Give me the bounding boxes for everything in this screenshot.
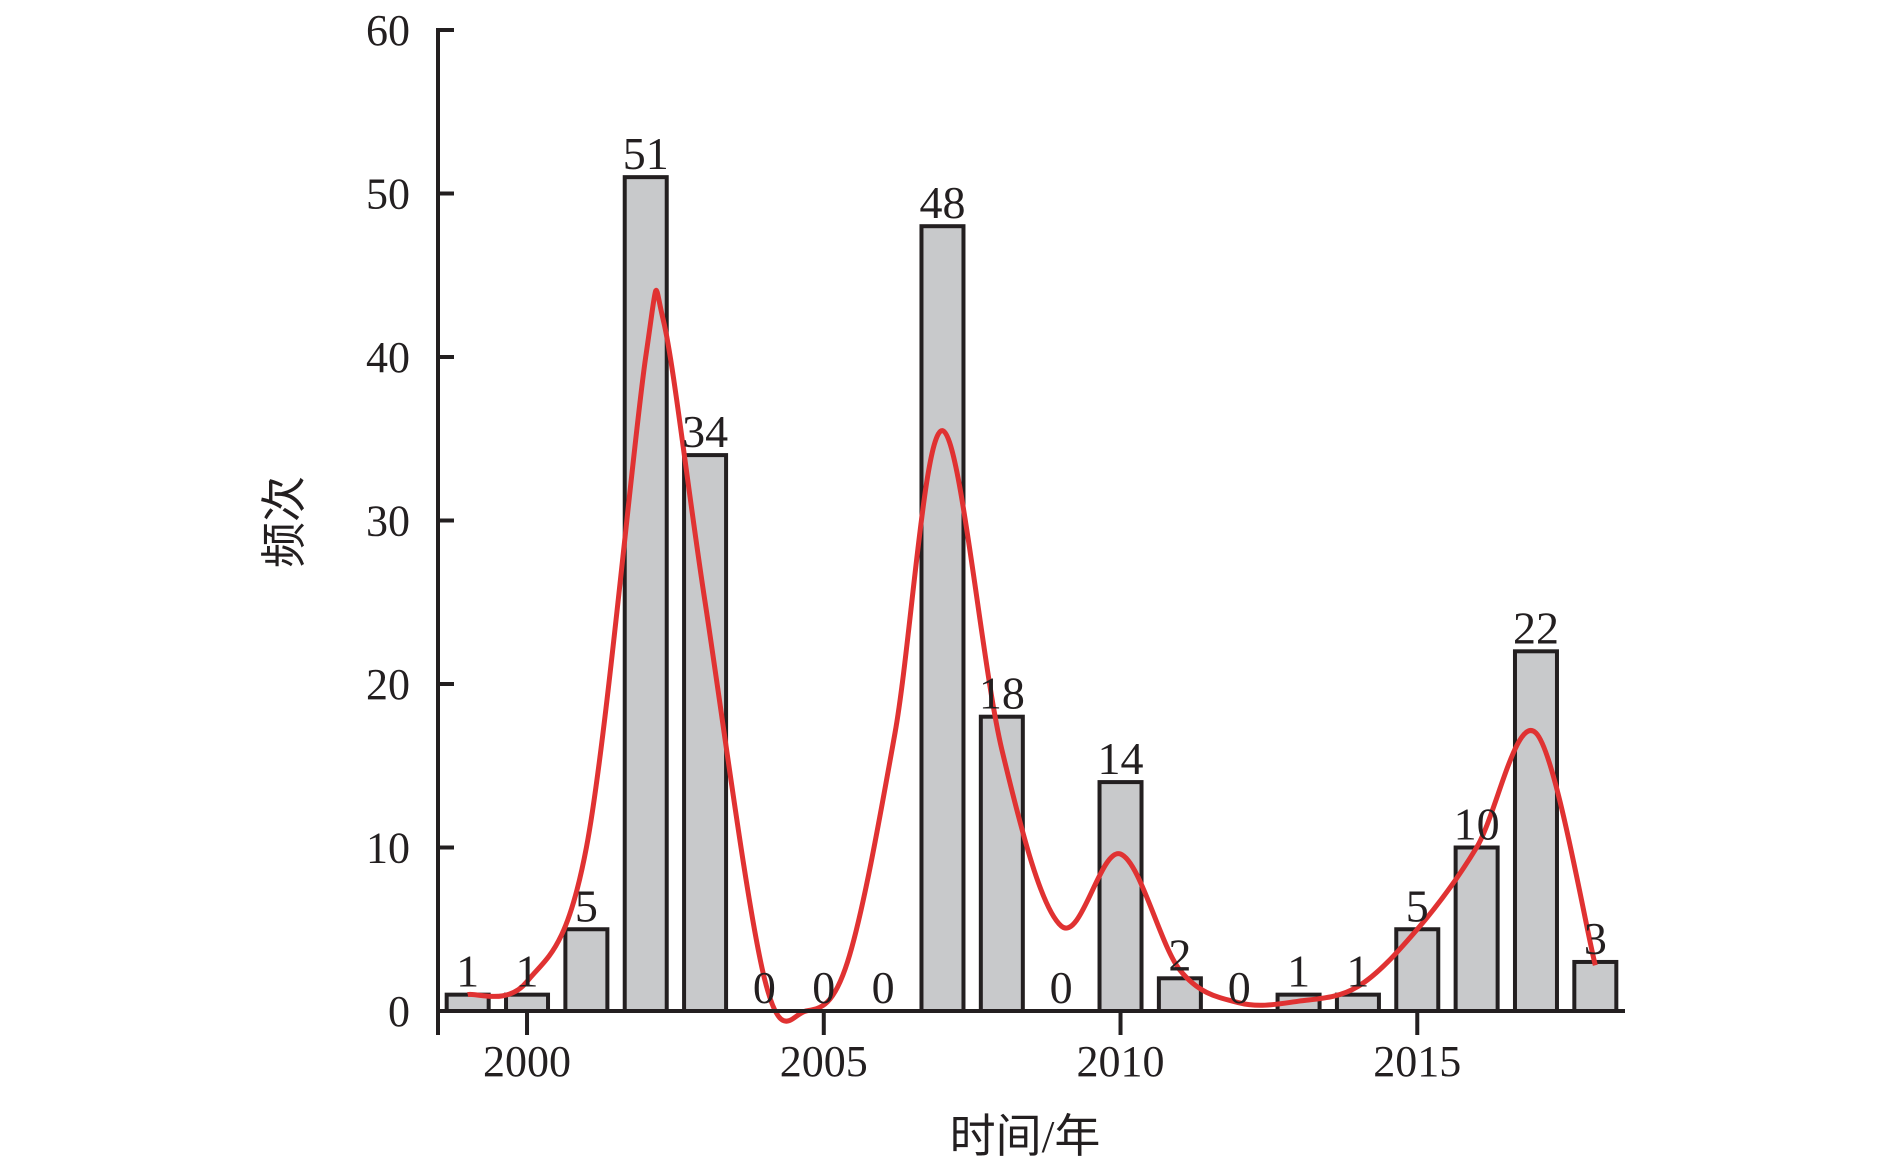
x-tick-label-2000: 2000 bbox=[483, 1037, 571, 1086]
bars bbox=[444, 175, 1619, 1014]
x-tick-label-2005: 2005 bbox=[780, 1037, 868, 1086]
bar-value-label-2005: 0 bbox=[812, 962, 835, 1013]
bar-value-label-2006: 0 bbox=[872, 962, 895, 1013]
bar-value-label-2012: 0 bbox=[1228, 962, 1251, 1013]
trend-curve-line bbox=[467, 288, 1598, 1024]
y-axis-title: 频次 bbox=[259, 476, 310, 568]
y-tick-label-0: 0 bbox=[388, 987, 410, 1036]
bar-2003 bbox=[682, 453, 729, 1014]
bar-2000 bbox=[504, 992, 551, 1014]
bar-2002 bbox=[622, 175, 669, 1013]
bar-2010 bbox=[1097, 780, 1144, 1013]
bar-value-label-2000: 1 bbox=[516, 946, 539, 997]
bar-value-label-2008: 18 bbox=[979, 668, 1025, 719]
x-ticks: 2000 2005 2010 2015 bbox=[483, 1011, 1461, 1086]
bar-2016 bbox=[1453, 845, 1500, 1013]
bar-value-label-2003: 34 bbox=[682, 406, 728, 457]
bar-value-label-1999: 1 bbox=[456, 946, 479, 997]
bar-value-label-2014: 1 bbox=[1346, 946, 1369, 997]
bar-value-label-2009: 0 bbox=[1050, 962, 1073, 1013]
bar-value-label-2004: 0 bbox=[753, 962, 776, 1013]
x-tick-label-2015: 2015 bbox=[1373, 1037, 1461, 1086]
x-axis-title: 时间/年 bbox=[950, 1111, 1101, 1162]
trend-curve bbox=[467, 288, 1598, 1024]
bar-value-label-2018: 3 bbox=[1584, 913, 1607, 964]
bar-value-label-2016: 10 bbox=[1454, 799, 1500, 850]
bar-value-label-2017: 22 bbox=[1513, 602, 1559, 653]
y-ticks: 0 10 20 30 40 50 60 bbox=[366, 6, 454, 1036]
y-tick-label-60: 60 bbox=[366, 6, 410, 55]
bar-2018 bbox=[1572, 959, 1619, 1014]
bar-2001 bbox=[563, 927, 610, 1013]
bar-2014 bbox=[1334, 992, 1381, 1014]
y-tick-label-20: 20 bbox=[366, 660, 410, 709]
y-tick-label-50: 50 bbox=[366, 170, 410, 219]
y-tick-label-10: 10 bbox=[366, 824, 410, 873]
bar-2017 bbox=[1512, 649, 1559, 1013]
x-tick-label-2010: 2010 bbox=[1077, 1037, 1165, 1086]
bar-2008 bbox=[978, 714, 1025, 1013]
bar-2015 bbox=[1394, 927, 1441, 1013]
y-tick-label-30: 30 bbox=[366, 497, 410, 546]
bar-value-label-2001: 5 bbox=[575, 880, 598, 931]
bar-value-label-2002: 51 bbox=[623, 128, 669, 179]
bar-value-label-2015: 5 bbox=[1406, 880, 1429, 931]
axes bbox=[436, 28, 1625, 1035]
bar-value-label-2013: 1 bbox=[1287, 946, 1310, 997]
bar-value-label-2007: 48 bbox=[919, 177, 965, 228]
y-tick-label-40: 40 bbox=[366, 333, 410, 382]
bar-2007 bbox=[919, 224, 966, 1013]
bar-value-label-2011: 2 bbox=[1168, 929, 1191, 980]
bar-value-label-2010: 14 bbox=[1098, 733, 1144, 784]
